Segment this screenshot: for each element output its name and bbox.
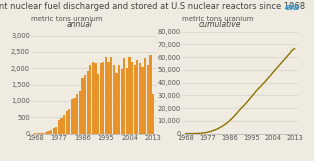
Bar — [71, 99, 73, 134]
Bar — [95, 63, 97, 134]
Bar — [113, 65, 115, 134]
Text: cumulative: cumulative — [198, 20, 241, 29]
Bar — [45, 132, 47, 134]
Bar — [144, 58, 146, 134]
Bar — [123, 58, 125, 134]
Bar — [121, 69, 123, 134]
Bar — [131, 62, 133, 134]
Text: eia: eia — [284, 3, 300, 12]
Bar — [149, 55, 152, 134]
Bar — [100, 63, 102, 134]
Bar — [79, 91, 81, 134]
Bar — [73, 98, 76, 134]
Bar — [128, 57, 131, 134]
Text: Spent nuclear fuel discharged and stored at U.S nuclear reactors since 1968: Spent nuclear fuel discharged and stored… — [0, 2, 306, 11]
Bar — [84, 75, 86, 134]
Bar — [107, 62, 110, 134]
Text: metric tons uranium: metric tons uranium — [182, 16, 254, 22]
Bar — [47, 131, 50, 134]
Bar — [118, 65, 120, 134]
Text: annual: annual — [67, 20, 93, 29]
Bar — [66, 111, 68, 134]
Bar — [63, 115, 65, 134]
Bar — [142, 67, 144, 134]
Bar — [139, 63, 141, 134]
Bar — [60, 118, 62, 134]
Bar — [40, 133, 42, 134]
Bar — [68, 109, 70, 134]
Bar — [34, 133, 36, 134]
Bar — [92, 62, 94, 134]
Bar — [115, 73, 117, 134]
Bar — [81, 78, 84, 134]
Bar — [97, 74, 99, 134]
Bar — [136, 60, 138, 134]
Bar — [134, 65, 136, 134]
Bar — [102, 62, 105, 134]
Bar — [37, 133, 39, 134]
Bar — [76, 94, 78, 134]
Bar — [58, 120, 60, 134]
Bar — [89, 65, 91, 134]
Bar — [42, 133, 44, 134]
Text: metric tons uranium: metric tons uranium — [31, 16, 103, 22]
Bar — [152, 94, 154, 134]
Bar — [110, 57, 112, 134]
Bar — [126, 68, 128, 134]
Bar — [147, 65, 149, 134]
Bar — [87, 71, 89, 134]
Bar — [105, 57, 107, 134]
Bar — [52, 128, 55, 134]
Bar — [50, 130, 52, 134]
Bar — [55, 127, 57, 134]
